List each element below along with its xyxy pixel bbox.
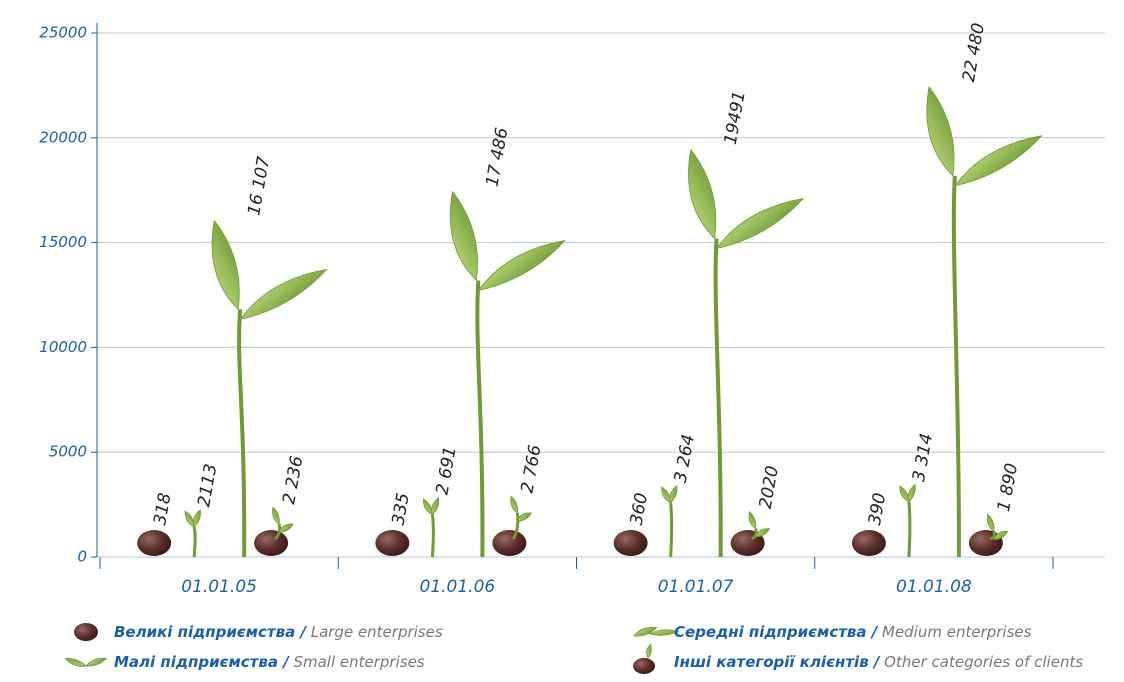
leaf xyxy=(272,506,280,525)
plant xyxy=(851,530,886,556)
value-label: 16 107 xyxy=(244,155,274,217)
y-tick-label: 0 xyxy=(77,548,87,566)
leaf xyxy=(477,239,567,292)
seed xyxy=(613,530,648,556)
value-label: 335 xyxy=(389,491,414,526)
plant xyxy=(211,219,328,558)
leaf xyxy=(278,523,294,533)
value-label: 22 480 xyxy=(959,22,989,84)
value-label: 318 xyxy=(150,491,175,527)
plant xyxy=(968,513,1009,556)
value-label: 390 xyxy=(865,491,890,526)
plant xyxy=(254,506,294,556)
value-label: 3 264 xyxy=(671,433,699,484)
seed xyxy=(492,530,527,556)
seed xyxy=(254,530,289,556)
seed xyxy=(74,623,98,641)
stem xyxy=(512,512,520,540)
x-tick-label: 01.01.05 xyxy=(181,577,257,597)
leaf xyxy=(986,513,995,533)
stem xyxy=(951,175,961,558)
x-tick-label: 01.01.08 xyxy=(896,577,972,597)
leaf xyxy=(64,658,87,667)
value-label: 3 314 xyxy=(909,432,937,483)
stem xyxy=(750,528,758,541)
stem xyxy=(192,526,197,558)
stem xyxy=(713,238,723,558)
stem xyxy=(237,309,247,558)
y-tick-label: 20000 xyxy=(39,128,87,146)
leaf xyxy=(85,657,108,667)
legend-label: Малі підприємства / Small enterprises xyxy=(114,653,425,671)
plant xyxy=(613,530,648,556)
y-tick-label: 10000 xyxy=(39,338,87,356)
y-tick-label: 25000 xyxy=(39,24,87,42)
stem xyxy=(907,501,912,558)
leaf xyxy=(688,148,717,240)
seed xyxy=(375,530,410,556)
leaf xyxy=(953,135,1043,187)
leaf xyxy=(211,219,240,311)
y-tick-label: 15000 xyxy=(39,233,87,251)
plant xyxy=(449,190,567,558)
stem xyxy=(669,502,674,558)
leaf xyxy=(449,190,478,282)
value-label: 1 890 xyxy=(994,462,1022,513)
leaf xyxy=(748,510,757,530)
plant xyxy=(137,530,172,556)
value-label: 2020 xyxy=(756,464,783,510)
x-tick-label: 01.01.06 xyxy=(420,577,496,597)
y-tick-label: 5000 xyxy=(49,443,87,461)
value-label: 2 236 xyxy=(279,454,307,506)
value-label: 360 xyxy=(627,491,652,526)
leaf xyxy=(926,85,955,177)
plant xyxy=(899,483,916,558)
plant xyxy=(926,85,1043,558)
leaf xyxy=(669,484,678,504)
value-label: 17 486 xyxy=(483,126,513,188)
leaf xyxy=(633,627,658,637)
leaf xyxy=(907,483,916,503)
seed xyxy=(633,658,655,674)
plant xyxy=(661,484,678,558)
legend-icon xyxy=(74,623,98,641)
leaf xyxy=(646,643,652,659)
legend-icon xyxy=(633,627,680,637)
stem xyxy=(475,280,485,558)
value-label: 2 766 xyxy=(518,443,546,495)
plant xyxy=(730,510,771,556)
plant xyxy=(184,509,201,558)
leaf xyxy=(239,268,328,321)
plant xyxy=(492,495,532,556)
value-label: 2113 xyxy=(194,462,221,508)
legend-icon xyxy=(64,657,108,667)
leaf xyxy=(193,509,201,528)
leaf xyxy=(993,530,1009,540)
legend-label: Інші категорії клієнтів / Other categori… xyxy=(674,653,1083,671)
legend-label: Середні підприємства / Medium enterprise… xyxy=(674,623,1032,641)
plant xyxy=(688,148,805,558)
seed xyxy=(851,530,886,556)
stem xyxy=(274,523,282,541)
leaf xyxy=(755,528,771,538)
leaf xyxy=(715,197,805,250)
stem xyxy=(430,514,435,558)
legend-icon xyxy=(633,643,655,674)
seed xyxy=(137,530,172,556)
legend-label: Великі підприємства / Large enterprises xyxy=(114,623,443,641)
stem xyxy=(989,530,996,541)
leaf xyxy=(516,512,532,522)
plant xyxy=(422,496,440,558)
leaf xyxy=(431,496,440,516)
plant xyxy=(375,530,410,556)
leaf xyxy=(510,495,518,514)
x-tick-label: 01.01.07 xyxy=(658,577,734,597)
leaf xyxy=(648,629,680,636)
